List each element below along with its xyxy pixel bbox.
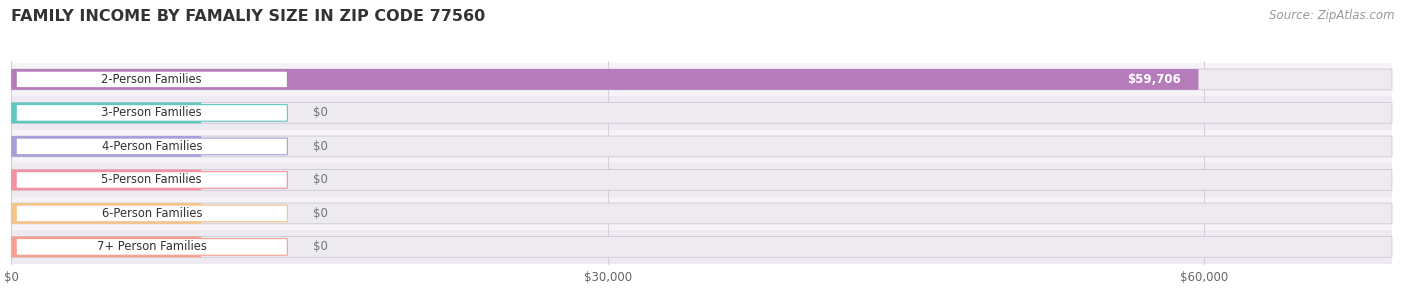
Text: $59,706: $59,706 xyxy=(1126,73,1181,86)
Text: 3-Person Families: 3-Person Families xyxy=(101,106,202,120)
FancyBboxPatch shape xyxy=(17,205,287,222)
Text: $0: $0 xyxy=(314,174,328,186)
Text: $0: $0 xyxy=(314,106,328,120)
FancyBboxPatch shape xyxy=(11,237,201,257)
FancyBboxPatch shape xyxy=(11,203,201,224)
FancyBboxPatch shape xyxy=(11,170,201,190)
Bar xyxy=(11,163,1392,197)
FancyBboxPatch shape xyxy=(11,170,1392,190)
FancyBboxPatch shape xyxy=(11,69,1392,90)
Bar xyxy=(11,63,1392,96)
Text: 5-Person Families: 5-Person Families xyxy=(101,174,202,186)
Text: 6-Person Families: 6-Person Families xyxy=(101,207,202,220)
FancyBboxPatch shape xyxy=(11,203,1392,224)
FancyBboxPatch shape xyxy=(11,102,201,123)
FancyBboxPatch shape xyxy=(17,71,287,88)
Text: 7+ Person Families: 7+ Person Families xyxy=(97,240,207,253)
Text: $0: $0 xyxy=(314,240,328,253)
Bar xyxy=(11,96,1392,130)
FancyBboxPatch shape xyxy=(11,102,1392,123)
FancyBboxPatch shape xyxy=(11,69,1198,90)
FancyBboxPatch shape xyxy=(11,237,1392,257)
FancyBboxPatch shape xyxy=(11,136,1392,157)
FancyBboxPatch shape xyxy=(17,239,287,255)
Text: $0: $0 xyxy=(314,140,328,153)
Text: $0: $0 xyxy=(314,207,328,220)
Bar xyxy=(11,230,1392,264)
Bar xyxy=(11,197,1392,230)
FancyBboxPatch shape xyxy=(17,105,287,121)
Text: FAMILY INCOME BY FAMALIY SIZE IN ZIP CODE 77560: FAMILY INCOME BY FAMALIY SIZE IN ZIP COD… xyxy=(11,9,485,24)
FancyBboxPatch shape xyxy=(11,136,201,157)
FancyBboxPatch shape xyxy=(17,172,287,188)
FancyBboxPatch shape xyxy=(17,138,287,155)
Text: 2-Person Families: 2-Person Families xyxy=(101,73,202,86)
Text: Source: ZipAtlas.com: Source: ZipAtlas.com xyxy=(1270,9,1395,22)
Text: 4-Person Families: 4-Person Families xyxy=(101,140,202,153)
Bar xyxy=(11,130,1392,163)
